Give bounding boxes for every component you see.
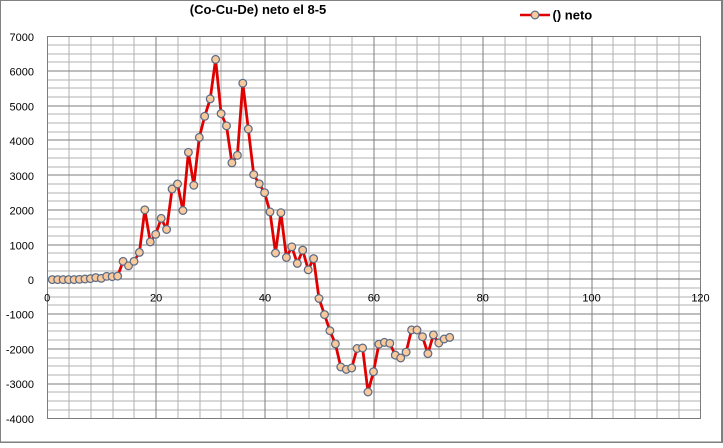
svg-text:120: 120	[691, 293, 709, 305]
svg-text:60: 60	[368, 293, 380, 305]
svg-text:20: 20	[150, 293, 162, 305]
svg-text:7000: 7000	[10, 32, 34, 44]
svg-text:-4000: -4000	[6, 414, 34, 426]
svg-text:-1000: -1000	[6, 310, 34, 322]
svg-text:1000: 1000	[10, 240, 34, 252]
svg-text:(Co-Cu-De) neto el 8-5: (Co-Cu-De) neto el 8-5	[190, 2, 327, 17]
svg-text:2000: 2000	[10, 206, 34, 218]
svg-text:-3000: -3000	[6, 379, 34, 391]
svg-text:6000: 6000	[10, 67, 34, 79]
svg-text:5000: 5000	[10, 101, 34, 113]
svg-text:0: 0	[28, 275, 34, 287]
svg-text:80: 80	[477, 293, 489, 305]
svg-text:-2000: -2000	[6, 344, 34, 356]
svg-text:() neto: () neto	[553, 8, 593, 23]
svg-text:40: 40	[259, 293, 271, 305]
svg-text:0: 0	[44, 293, 50, 305]
svg-text:100: 100	[582, 293, 600, 305]
svg-text:4000: 4000	[10, 136, 34, 148]
svg-text:3000: 3000	[10, 171, 34, 183]
